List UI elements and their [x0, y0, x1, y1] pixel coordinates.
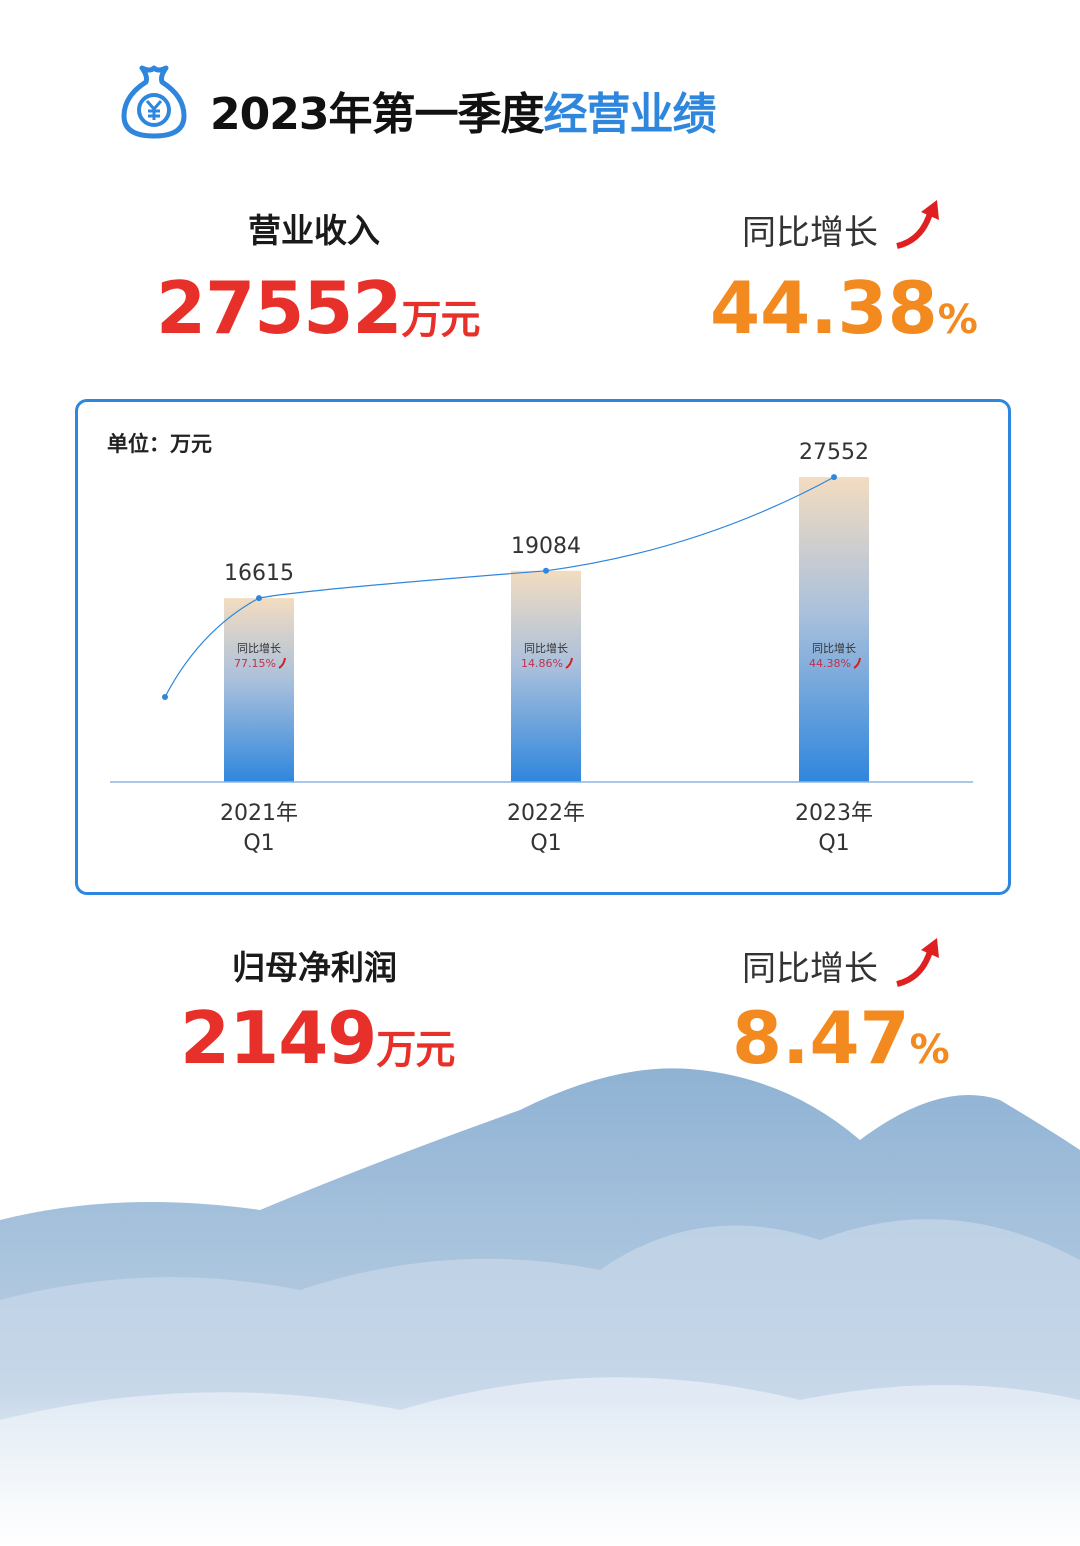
trend-line: [164, 476, 835, 698]
bar-annotation-value: 14.86%: [521, 657, 563, 670]
trend-point: [831, 474, 837, 481]
revenue-growth-label: 同比增长: [742, 213, 878, 253]
bar-annotation-value: 44.38%: [809, 657, 851, 670]
up-arrow-icon: [565, 657, 573, 669]
bar: [511, 570, 581, 782]
revenue-label: 营业收入: [248, 211, 380, 250]
title-blue: 经营业绩: [543, 89, 716, 140]
bar-annotation-label: 同比增长: [237, 641, 281, 655]
revenue-chart: 16615 同比增长 77.15% 2021年 Q1 19084 同比增长 14.86% 202…: [110, 440, 973, 856]
bar-annotation-label: 同比增长: [524, 641, 568, 655]
revenue-unit: 万元: [401, 297, 481, 343]
x-tick-label: Q1: [530, 831, 561, 856]
data-label: 19084: [511, 534, 581, 559]
snow-mountain-image: [0, 1040, 1080, 1546]
data-label: 27552: [799, 440, 869, 465]
revenue-growth-number: 44.38: [710, 266, 938, 350]
revenue-number: 27552: [156, 266, 402, 350]
up-arrow-icon: [896, 938, 939, 987]
x-tick-label: 2022年: [507, 801, 585, 826]
x-tick-label: Q1: [243, 831, 274, 856]
page-title: 2023年第一季度经营业绩: [210, 78, 716, 142]
unit-label: 单位：万元: [107, 432, 212, 456]
revenue-value: 27552万元: [156, 266, 481, 350]
data-label: 16615: [224, 561, 294, 586]
bar: [224, 598, 294, 782]
x-tick-label: Q1: [818, 831, 849, 856]
up-arrow-icon: [278, 657, 286, 669]
profit-growth-label: 同比增长: [742, 949, 878, 989]
bar-annotation-value: 77.15%: [234, 657, 276, 670]
bar-annotation-label: 同比增长: [812, 641, 856, 655]
x-tick-label: 2023年: [795, 801, 873, 826]
trend-point: [256, 595, 262, 602]
bar: [799, 477, 869, 782]
up-arrow-icon: [853, 657, 861, 669]
revenue-growth-value: 44.38%: [710, 266, 978, 350]
header: [118, 62, 190, 144]
revenue-growth-unit: %: [937, 297, 978, 343]
trend-point: [162, 694, 168, 700]
money-bag-yen-icon: [121, 65, 187, 139]
trend-point: [543, 567, 549, 574]
profit-label: 归母净利润: [232, 948, 397, 987]
up-arrow-icon: [896, 200, 939, 249]
x-tick-label: 2021年: [220, 801, 298, 826]
title-black: 2023年第一季度: [210, 89, 544, 140]
